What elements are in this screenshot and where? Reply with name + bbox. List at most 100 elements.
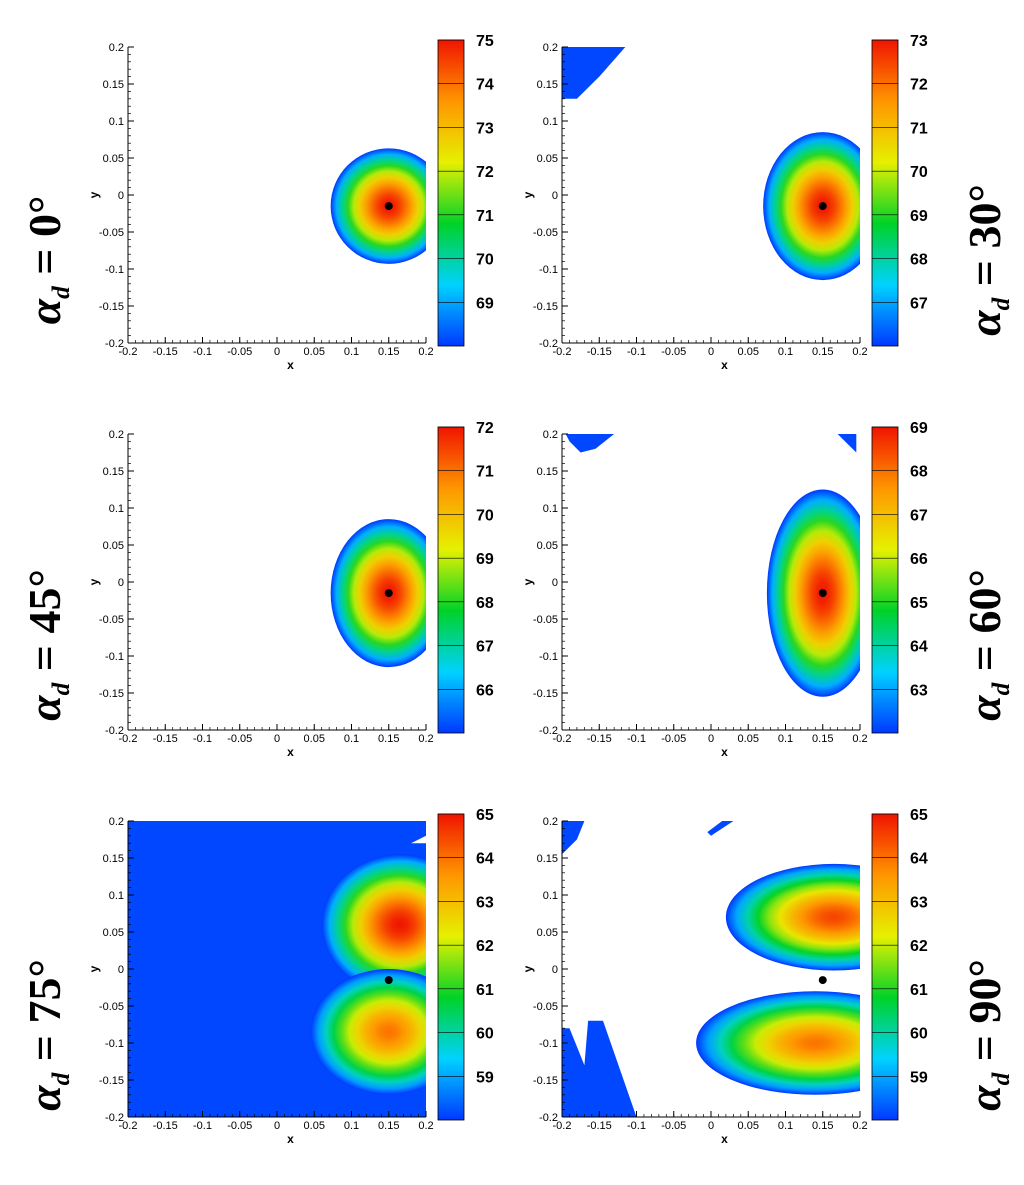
panel-4-colorbar-tick-label: 68 — [910, 464, 928, 481]
panel-6-plot-area — [562, 821, 860, 1117]
panel-3-y-tick-label: 0 — [118, 577, 124, 589]
panel-2-y-tick-label: -0.15 — [533, 301, 558, 313]
panel-2-y-tick-label: 0.1 — [543, 116, 558, 128]
panel-6-y-tick-label: 0.15 — [537, 853, 558, 865]
panel-3-colorbar-tick-label: 70 — [476, 507, 494, 524]
panel-6-contour-blob-1 — [725, 863, 860, 971]
panel-2-colorbar-tick-label: 67 — [910, 295, 928, 312]
panel-2-y-tick-label: -0.1 — [539, 264, 558, 276]
panel-4-y-tick-label: 0 — [552, 577, 558, 589]
panel-6-contour-blob-2 — [696, 991, 860, 1095]
panel-3-x-tick-label: 0 — [274, 733, 280, 745]
panel-2-angle-label: αd = 30° — [959, 184, 1015, 336]
panel-6-y-tick-label: -0.15 — [533, 1075, 558, 1087]
panel-2-x-tick-label: -0.2 — [553, 346, 572, 358]
panel-3-colorbar-tick-label: 72 — [476, 420, 494, 437]
panel-3-y-tick-label: 0.2 — [109, 429, 124, 441]
panel-5-y-tick-label: 0.2 — [109, 816, 124, 828]
panel-5-y-tick-label: 0.05 — [103, 927, 124, 939]
panel-5-contour-blob-1 — [321, 854, 426, 995]
panel-5-colorbar-tick-label: 59 — [476, 1069, 494, 1086]
panel-4-colorbar-tick-label: 67 — [910, 507, 928, 524]
panel-6-low-region-1 — [562, 821, 585, 855]
panel-5-plot-area — [128, 821, 426, 1117]
panel-1-y-tick-label: 0 — [118, 190, 124, 202]
panel-4-y-tick-label: 0.2 — [543, 429, 558, 441]
panel-3-x-tick-label: 0.2 — [418, 733, 433, 745]
panel-6-y-axis-label: y — [521, 965, 535, 972]
panel-6-source-marker — [818, 976, 827, 985]
panel-1-colorbar-tick-label: 72 — [476, 164, 494, 181]
panel-5-y-tick-label: -0.15 — [99, 1075, 124, 1087]
panel-6: -0.2 -0.15 -0.1 -0.05 0 0.05 0.1 0.15 0.20.20.15… — [521, 807, 928, 1146]
panel-3-colorbar — [437, 426, 465, 734]
panel-1-x-tick-label: 0.1 — [344, 346, 359, 358]
panel-2-y-tick-label: 0.2 — [543, 42, 558, 54]
panel-2-colorbar-tick-label: 73 — [910, 33, 928, 50]
panel-6-y-tick-label: -0.05 — [533, 1001, 558, 1013]
panel-1-contour-blob-1 — [330, 148, 426, 264]
figure-canvas: -0.2 -0.15 -0.1 -0.05 0 0.05 0.1 0.15 0.20.20.15… — [87, 33, 928, 1146]
panel-3-x-tick-label: -0.2 — [119, 733, 138, 745]
panel-5-colorbar — [437, 813, 465, 1121]
panel-1-colorbar-tick-label: 69 — [476, 295, 494, 312]
panel-1-plot-area — [330, 148, 426, 264]
panel-6-colorbar-tick-label: 62 — [910, 938, 928, 955]
panel-1-y-tick-label: -0.15 — [99, 301, 124, 313]
panel-3-y-tick-label: -0.05 — [99, 614, 124, 626]
panel-2-x-tick-label: 0.1 — [778, 346, 793, 358]
panel-1-y-tick-label: 0.15 — [103, 79, 124, 91]
panel-5-y-tick-label: -0.05 — [99, 1001, 124, 1013]
panel-1-colorbar — [437, 39, 465, 347]
panel-3: -0.2 -0.15 -0.1 -0.05 0 0.05 0.1 0.15 0.2 0.2 0.15… — [87, 420, 494, 759]
panel-1-y-tick-label: 0.05 — [103, 153, 124, 165]
panel-1-x-tick-label: 0.05 — [304, 346, 325, 358]
panel-4-colorbar-tick-label: 69 — [910, 420, 928, 437]
panel-1-y-tick-label: 0.1 — [109, 116, 124, 128]
panel-1-x-axis-label: x — [287, 358, 294, 372]
panel-4-y-axis-label: y — [521, 578, 535, 585]
panel-4-colorbar-tick-label: 63 — [910, 682, 928, 699]
panel-2-y-tick-label: -0.2 — [539, 338, 558, 350]
panel-5-source-marker — [384, 976, 393, 985]
panel-5-y-tick-label: -0.2 — [105, 1112, 124, 1124]
panel-3-x-tick-label: 0.1 — [344, 733, 359, 745]
panel-5-y-tick-label: 0.1 — [109, 890, 124, 902]
panel-4-colorbar-tick-label: 66 — [910, 551, 928, 568]
panel-6-x-tick-label: -0.2 — [553, 1120, 572, 1132]
panel-4-x-tick-label: 0 — [708, 733, 714, 745]
panel-4-plot-area — [565, 434, 860, 697]
panel-6-x-tick-label: -0.1 — [627, 1120, 646, 1132]
panel-5-colorbar-tick-label: 61 — [476, 982, 494, 999]
panel-4-x-tick-label: 0.05 — [738, 733, 759, 745]
panel-1-x-tick-label: 0.2 — [418, 346, 433, 358]
panel-5-x-tick-label: 0.2 — [418, 1120, 433, 1132]
panel-2-x-tick-label: 0.15 — [812, 346, 833, 358]
panel-4-angle-label: αd = 60° — [959, 569, 1015, 721]
panel-3-plot-area — [330, 519, 426, 668]
contour-figure: -0.2 -0.15 -0.1 -0.05 0 0.05 0.1 0.15 0.2 0.2 0.15… — [19, 33, 1015, 1146]
panel-2-y-tick-label: -0.05 — [533, 227, 558, 239]
panel-6-y-tick-label: -0.1 — [539, 1038, 558, 1050]
panel-4-x-tick-label: -0.05 — [661, 733, 686, 745]
panel-4-colorbar-tick-label: 64 — [910, 639, 928, 656]
panel-5-y-tick-label: -0.1 — [105, 1038, 124, 1050]
panel-4-source-marker — [818, 589, 827, 598]
panel-6-angle-label: αd = 90° — [959, 959, 1015, 1111]
panel-3-x-tick-label: 0.15 — [378, 733, 399, 745]
panel-6-x-tick-label: 0 — [708, 1120, 714, 1132]
panel-1-colorbar-tick-label: 70 — [476, 252, 494, 269]
panel-6-y-tick-label: 0.05 — [537, 927, 558, 939]
panel-1-x-tick-label: -0.2 — [119, 346, 138, 358]
panel-4-y-tick-label: -0.05 — [533, 614, 558, 626]
panel-2-y-axis-label: y — [521, 191, 535, 198]
panel-2-x-tick-label: -0.1 — [627, 346, 646, 358]
panel-1-colorbar-tick-label: 73 — [476, 120, 494, 137]
panel-3-x-tick-label: -0.15 — [153, 733, 178, 745]
panel-5-x-tick-label: 0.1 — [344, 1120, 359, 1132]
panel-3-colorbar-tick-label: 66 — [476, 682, 494, 699]
panel-2-x-tick-label: 0.2 — [852, 346, 867, 358]
panel-5-x-tick-label: 0.05 — [304, 1120, 325, 1132]
panel-5-y-tick-label: 0 — [118, 964, 124, 976]
panel-4-x-axis-label: x — [721, 745, 728, 759]
